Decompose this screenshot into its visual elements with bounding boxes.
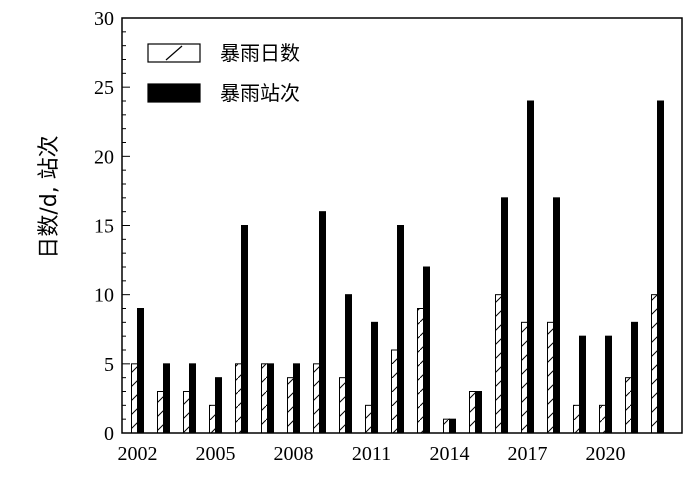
y-tick-label: 0 (104, 423, 114, 445)
bar-rainstorm-days-2010 (339, 377, 346, 434)
y-axis-title: 日数/d, 站次 (37, 135, 62, 258)
bar-rainstorm-days-2017 (521, 321, 528, 434)
y-tick-label: 10 (94, 285, 114, 307)
bar-rainstorm-days-2019 (573, 404, 580, 434)
bar-rainstorm-stations-2013 (423, 266, 430, 434)
bar-rainstorm-days-2018 (547, 321, 554, 434)
bar-rainstorm-days-2008 (287, 377, 294, 434)
bar-rainstorm-stations-2010 (345, 294, 352, 434)
bar-rainstorm-days-2016 (495, 294, 502, 434)
bar-rainstorm-days-2021 (625, 377, 632, 434)
bar-rainstorm-stations-2012 (397, 225, 404, 434)
bar-rainstorm-stations-2018 (553, 197, 560, 434)
y-tick-label: 25 (94, 77, 114, 99)
y-tick-label: 30 (94, 8, 114, 30)
bar-rainstorm-days-2022 (651, 294, 658, 434)
x-tick-label: 2017 (508, 443, 548, 465)
bar-rainstorm-stations-2021 (631, 321, 638, 434)
bar-rainstorm-days-2002 (131, 363, 138, 434)
legend-hatch-line (165, 45, 183, 61)
bar-rainstorm-days-2015 (469, 391, 476, 434)
bar-rainstorm-days-2012 (391, 349, 398, 434)
bar-rainstorm-stations-2017 (527, 100, 534, 434)
bar-rainstorm-days-2014 (443, 418, 450, 434)
bar-rainstorm-days-2004 (183, 391, 190, 434)
bar-rainstorm-days-2009 (313, 363, 320, 434)
bar-rainstorm-stations-2003 (163, 363, 170, 434)
bar-rainstorm-stations-2022 (657, 100, 664, 434)
bar-rainstorm-days-2003 (157, 391, 164, 434)
x-tick-label: 2020 (586, 443, 626, 465)
bar-rainstorm-stations-2002 (137, 308, 144, 434)
bar-rainstorm-stations-2004 (189, 363, 196, 434)
bar-rainstorm-stations-2005 (215, 377, 222, 434)
x-tick-label: 2011 (352, 443, 391, 465)
x-tick-label: 2002 (118, 443, 158, 465)
bar-rainstorm-stations-2019 (579, 335, 586, 434)
bar-rainstorm-days-2011 (365, 404, 372, 434)
bar-rainstorm-stations-2011 (371, 321, 378, 434)
y-tick-label: 15 (94, 216, 114, 238)
bar-rainstorm-stations-2008 (293, 363, 300, 434)
bar-rainstorm-days-2007 (261, 363, 268, 434)
bars-group (131, 100, 664, 434)
legend-label: 暴雨站次 (220, 81, 300, 105)
bar-rainstorm-stations-2006 (241, 225, 248, 434)
y-tick-label: 5 (104, 354, 114, 376)
x-tick-label: 2014 (430, 443, 470, 465)
y-tick-label: 20 (94, 146, 114, 168)
bar-rainstorm-stations-2016 (501, 197, 508, 434)
bar-rainstorm-stations-2009 (319, 211, 326, 434)
legend-swatch-solid (147, 83, 201, 103)
bar-rainstorm-days-2006 (235, 363, 242, 434)
bar-rainstorm-days-2005 (209, 404, 216, 434)
bar-rainstorm-days-2013 (417, 308, 424, 434)
axes-group: 0 5 10 15 20 25 30 2002 2005 2008 2011 2014 2017 2020 (94, 8, 683, 465)
bar-rainstorm-stations-2014 (449, 418, 456, 434)
x-tick-label: 2005 (196, 443, 236, 465)
bar-rainstorm-days-2020 (599, 404, 606, 434)
x-tick-label: 2008 (274, 443, 314, 465)
bar-rainstorm-stations-2007 (267, 363, 274, 434)
bar-rainstorm-stations-2020 (605, 335, 612, 434)
bar-rainstorm-stations-2015 (475, 391, 482, 434)
legend-label: 暴雨日数 (220, 41, 300, 65)
